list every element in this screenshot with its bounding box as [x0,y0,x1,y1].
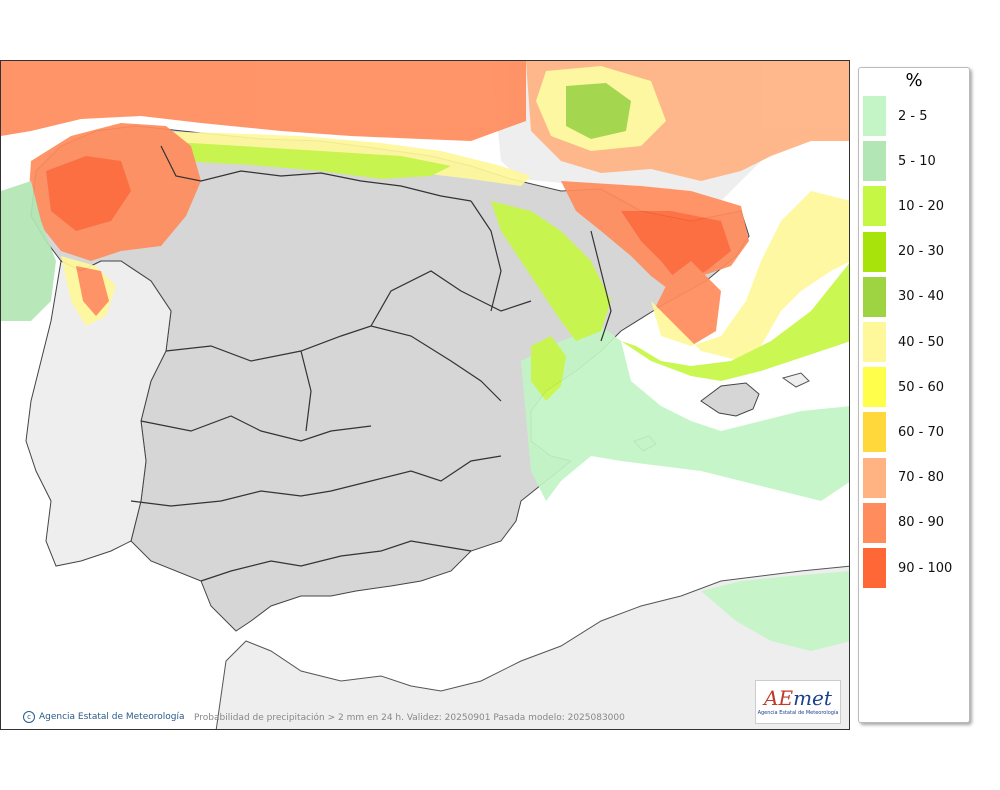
legend-label: 60 - 70 [898,424,945,440]
probability-shading [1,61,849,651]
legend-label: 90 - 100 [898,560,953,576]
band-80-90-west-coast [76,266,109,316]
aemet-logo: AEmet Agencia Estatal de Meteorología [755,680,841,724]
map-frame: c Agencia Estatal de Meteorología Probab… [0,60,850,730]
legend-label: 30 - 40 [898,289,945,305]
legend-item: 50 - 60 [863,367,945,408]
band-10-20-valencia [531,336,566,401]
legend-swatch [863,186,886,227]
band-10-20-ebro-valley [491,201,611,341]
legend-item: 60 - 70 [863,412,945,453]
legend-unit: % [905,70,923,91]
aemet-logo-wordmark: AEmet [764,686,832,710]
band-40-50-balearic-sea [651,191,849,361]
legend-label: 70 - 80 [898,470,945,486]
legend-item: 2 - 5 [863,96,928,136]
band-90-100-catalonia-core [621,211,731,286]
mallorca [700,382,760,417]
legend-item: 70 - 80 [863,457,945,498]
north-africa-land [215,565,849,729]
aemet-logo-subtitle: Agencia Estatal de Meteorología [757,710,839,716]
legend-swatch [863,96,886,136]
band-90-100-galicia-core [46,156,131,231]
legend-label: 80 - 90 [898,515,945,531]
legend-item: 10 - 20 [863,186,945,227]
legend-panel: % 2 - 5 5 - 10 10 - 20 20 - 30 30 - 40 40 - 5… [858,67,970,723]
legend-item: 5 - 10 [863,141,936,182]
menorca [781,372,810,388]
legend-label: 20 - 30 [898,244,945,260]
portugal-land [25,260,172,567]
legend-label: 50 - 60 [898,379,945,395]
legend-label: 5 - 10 [898,153,936,169]
agency-credit: c Agencia Estatal de Meteorología [23,711,185,723]
legend-label: 2 - 5 [898,108,928,124]
regional-borders [130,145,612,582]
band-5-10-west-coast [1,181,56,321]
band-2-5-south-med [701,571,849,651]
legend-item: 80 - 90 [863,502,945,543]
legend-item: 30 - 40 [863,276,945,317]
legend-swatch [863,141,886,182]
map-caption: Probabilidad de precipitación > 2 mm en … [194,713,625,723]
agency-credit-text: Agencia Estatal de Meteorología [39,712,185,722]
legend-item: 40 - 50 [863,322,944,362]
legend-swatch [863,457,886,498]
legend-item: 20 - 30 [863,231,945,272]
band-30-40-biscay-core [566,83,631,139]
legend-swatch [863,276,886,317]
legend-swatch [863,502,886,543]
legend-swatch [863,367,886,408]
legend-label: 10 - 20 [898,198,945,214]
legend-swatch [863,548,886,588]
band-80-90-north-sea [1,61,526,141]
copyright-icon: c [23,711,35,723]
legend-label: 40 - 50 [898,334,945,350]
legend-swatch [863,412,886,453]
legend-swatch [863,231,886,272]
band-10-20-cantabria [156,141,451,179]
precipitation-probability-map [1,61,849,729]
legend-item: 90 - 100 [863,548,952,588]
band-10-20-balearic-sea [621,263,849,381]
band-2-5-mediterranean [521,326,849,501]
legend-swatch [863,322,886,362]
